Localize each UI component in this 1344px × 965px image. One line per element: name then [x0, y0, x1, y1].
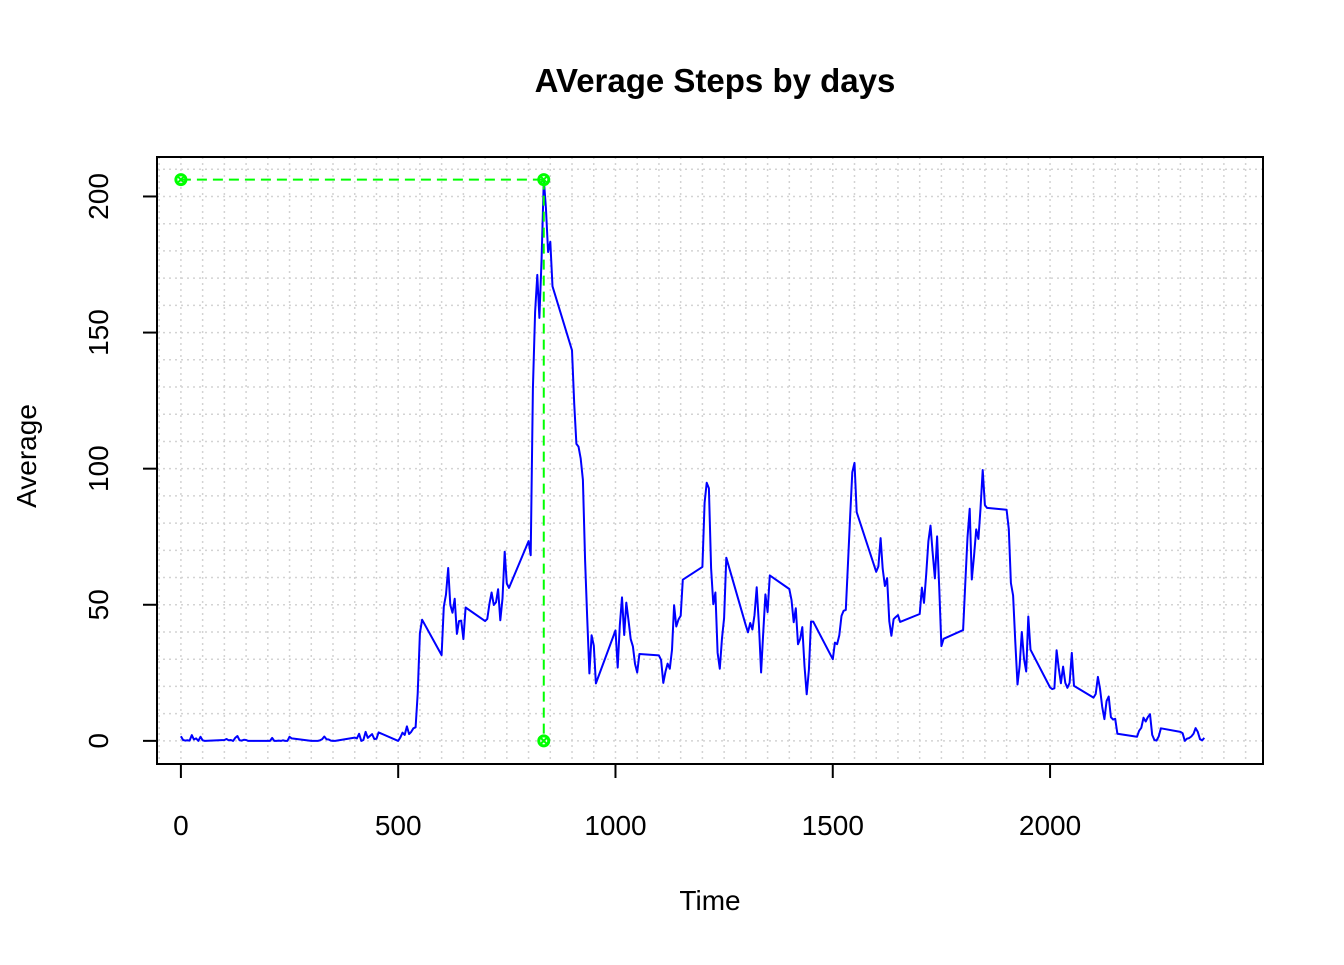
max-marker-x-axis-cross: [540, 737, 548, 745]
x-tick-label: 1500: [802, 810, 864, 841]
x-axis: 0 500 1000 1500 2000: [173, 763, 1081, 841]
y-axis: 0 50 100 150 200: [83, 173, 158, 749]
max-marker-y-axis-cross: [177, 175, 185, 184]
y-tick-label: 150: [83, 309, 114, 356]
y-tick-label: 50: [83, 589, 114, 620]
grid: [157, 157, 1263, 764]
series-line-0: [180, 178, 1206, 742]
max-marker-x-axis: [537, 734, 551, 748]
chart-title: AVerage Steps by days: [535, 62, 896, 99]
x-tick-label: 2000: [1019, 810, 1081, 841]
y-tick-label: 0: [83, 733, 114, 749]
x-axis-label: Time: [679, 885, 740, 916]
y-tick-label: 100: [83, 445, 114, 492]
max-marker-peak-cross: [540, 175, 548, 184]
x-tick-label: 1000: [584, 810, 646, 841]
plot-frame: [156, 156, 1264, 765]
max-marker-y-axis: [174, 173, 188, 187]
y-tick-label: 200: [83, 173, 114, 220]
max-marker-layer: [174, 173, 551, 748]
y-axis-label: Average: [11, 404, 42, 508]
max-marker-peak: [537, 173, 551, 187]
x-tick-label: 0: [173, 810, 189, 841]
x-tick-label: 500: [375, 810, 422, 841]
data-layer: [180, 178, 1206, 742]
